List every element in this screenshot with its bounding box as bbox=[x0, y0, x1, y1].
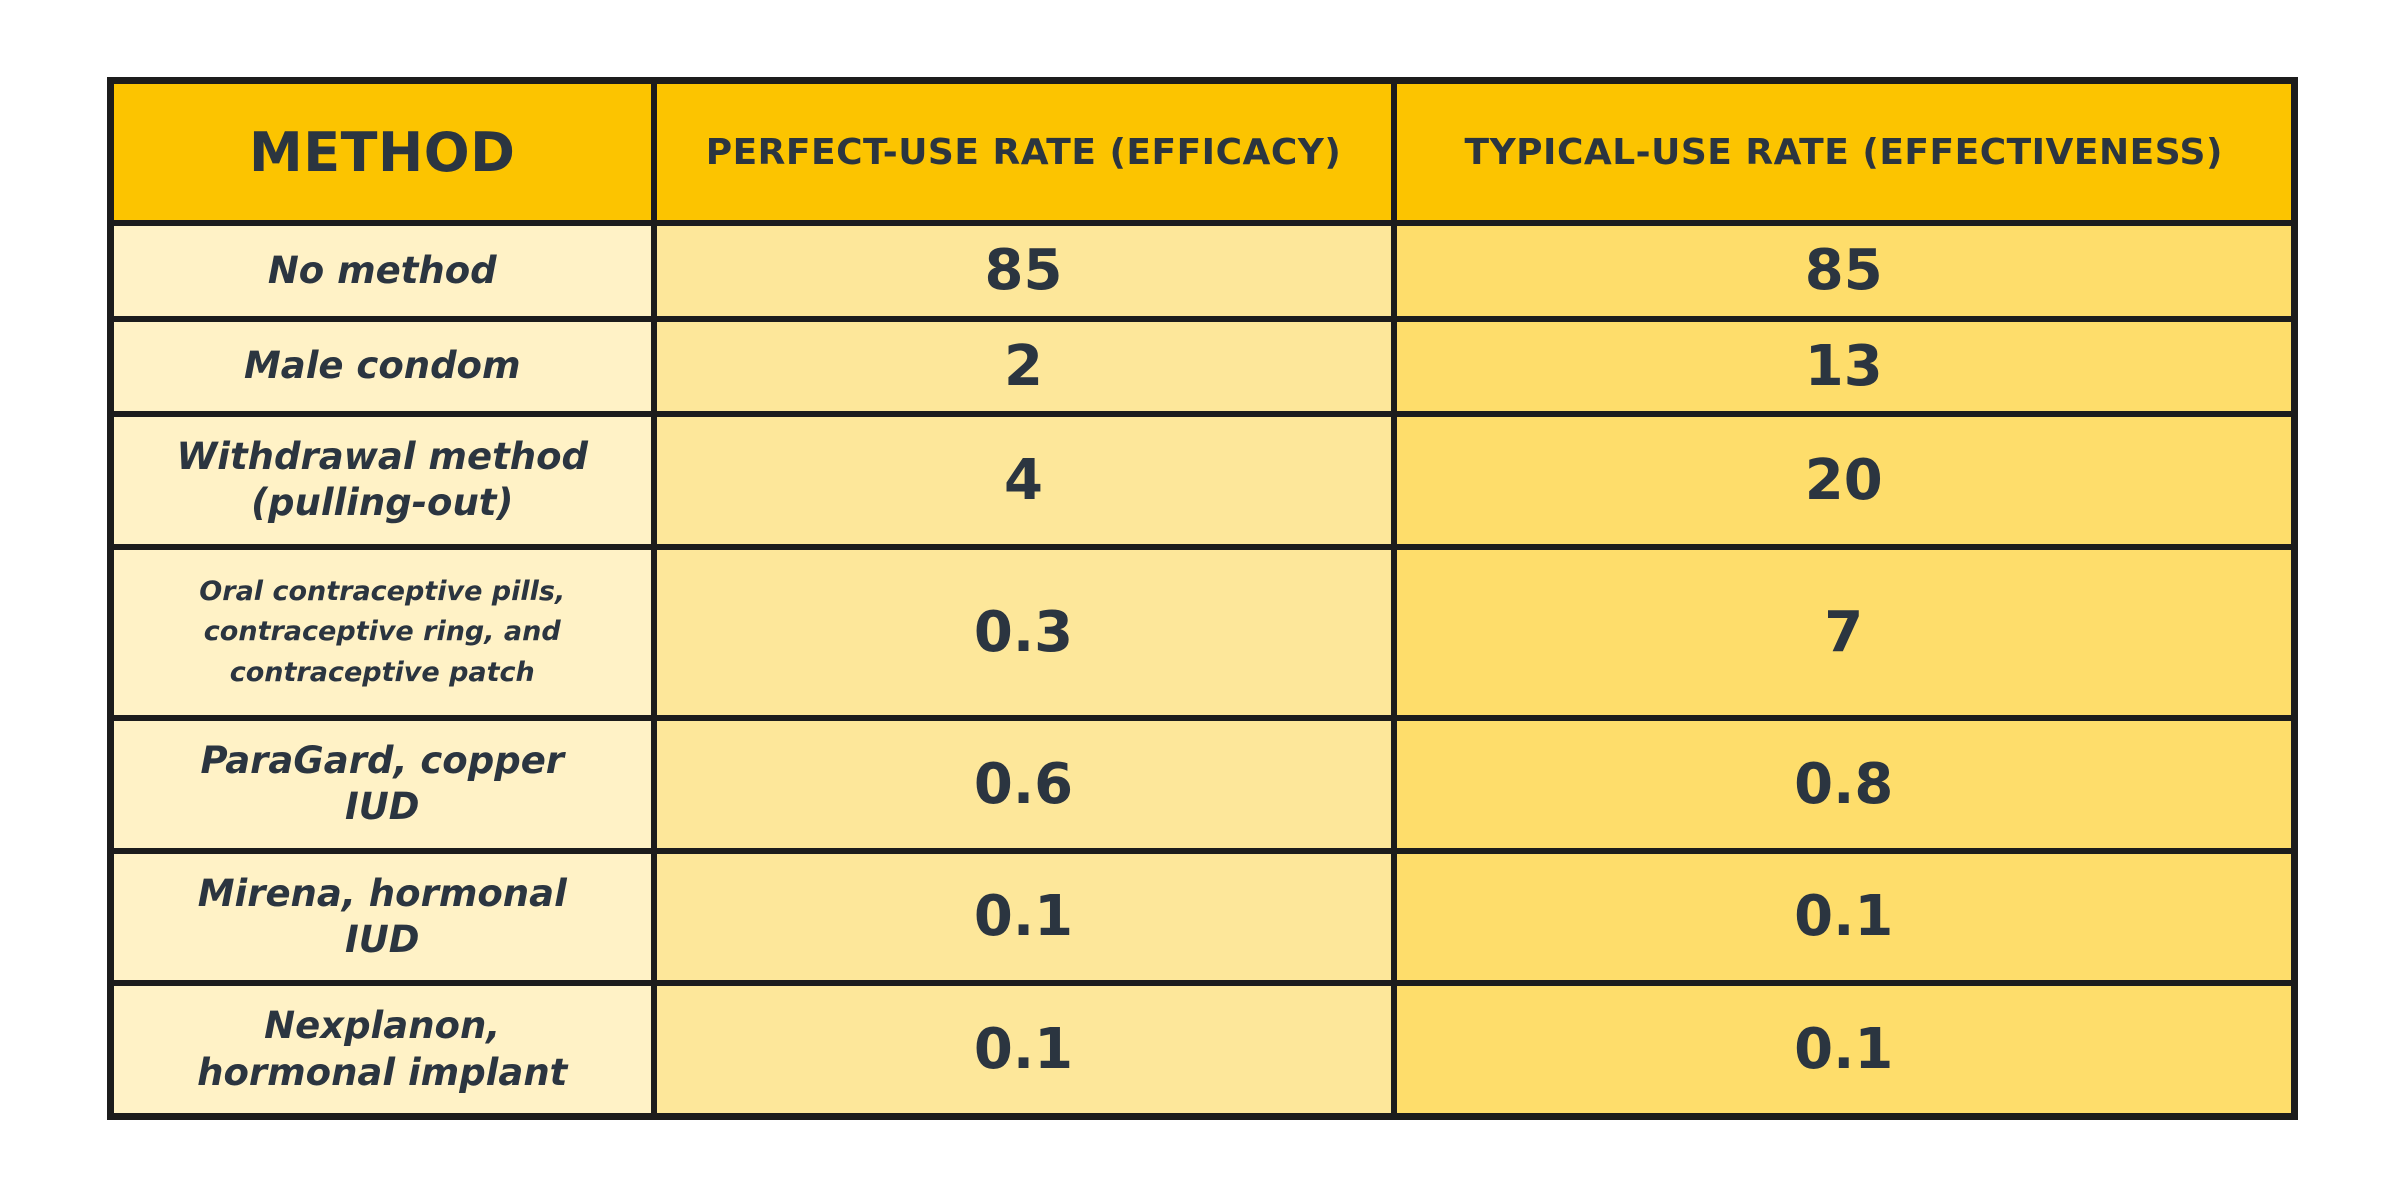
table-row: Withdrawal method (pulling-out) 4 20 bbox=[107, 411, 2298, 550]
rate-cell: 0.1 bbox=[1390, 980, 2298, 1120]
rate-cell: 85 bbox=[1390, 220, 2298, 322]
rate-cell: 20 bbox=[1390, 411, 2298, 550]
table-head: METHOD PERFECT-USE RATE (EFFICACY) TYPICAL… bbox=[107, 77, 2298, 226]
table-row: Oral contraceptive pills, contraceptive … bbox=[107, 543, 2298, 722]
rate-cell: 0.1 bbox=[650, 980, 1397, 1120]
table-row: ParaGard, copper IUD 0.6 0.8 bbox=[107, 715, 2298, 854]
rate-cell: 85 bbox=[650, 220, 1397, 322]
rate-cell: 0.6 bbox=[650, 715, 1397, 854]
table-row: Nexplanon, hormonal implant 0.1 0.1 bbox=[107, 980, 2298, 1120]
column-header: METHOD bbox=[107, 77, 657, 226]
rate-cell: 13 bbox=[1390, 315, 2298, 418]
rate-cell: 0.8 bbox=[1390, 715, 2298, 854]
method-cell: Nexplanon, hormonal implant bbox=[107, 980, 657, 1120]
rate-cell: 7 bbox=[1390, 543, 2298, 722]
method-cell: No method bbox=[107, 220, 657, 322]
method-cell: Withdrawal method (pulling-out) bbox=[107, 411, 657, 550]
rate-cell: 0.3 bbox=[650, 543, 1397, 722]
method-cell: ParaGard, copper IUD bbox=[107, 715, 657, 854]
rate-cell: 2 bbox=[650, 315, 1397, 418]
table-row: Male condom 2 13 bbox=[107, 315, 2298, 418]
method-cell: Mirena, hormonal IUD bbox=[107, 847, 657, 987]
column-header: PERFECT-USE RATE (EFFICACY) bbox=[650, 77, 1397, 226]
rate-cell: 0.1 bbox=[650, 847, 1397, 987]
table-body: No method 85 85 Male condom 2 13 Withdrawal me… bbox=[107, 220, 2298, 1120]
column-header: TYPICAL-USE RATE (EFFECTIVENESS) bbox=[1390, 77, 2298, 226]
rate-cell: 0.1 bbox=[1390, 847, 2298, 987]
method-cell: Male condom bbox=[107, 315, 657, 418]
rates-table: METHOD PERFECT-USE RATE (EFFICACY) TYPICAL… bbox=[107, 77, 2298, 1120]
header-row: METHOD PERFECT-USE RATE (EFFICACY) TYPICAL… bbox=[107, 77, 2298, 226]
table-row: Mirena, hormonal IUD 0.1 0.1 bbox=[107, 847, 2298, 987]
method-cell: Oral contraceptive pills, contraceptive … bbox=[107, 543, 657, 722]
table-row: No method 85 85 bbox=[107, 220, 2298, 322]
table-container: METHOD PERFECT-USE RATE (EFFICACY) TYPICAL… bbox=[107, 77, 2298, 1120]
rate-cell: 4 bbox=[650, 411, 1397, 550]
